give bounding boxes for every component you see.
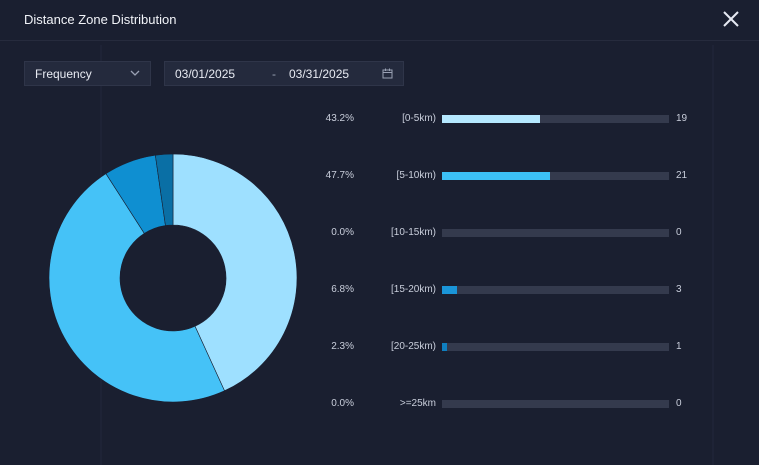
zone-count: 0	[676, 398, 682, 409]
zone-bar-track	[442, 229, 669, 237]
zone-count: 3	[676, 284, 682, 295]
date-range-picker[interactable]: 03/01/2025 - 03/31/2025	[164, 61, 404, 86]
zone-label: [15-20km)	[390, 284, 436, 295]
zone-bar-track	[442, 400, 669, 408]
percentage-label: 43.2%	[325, 113, 354, 124]
zone-label: >=25km	[399, 398, 436, 409]
end-date[interactable]: 03/31/2025	[289, 67, 350, 81]
percentage-label: 2.3%	[331, 341, 354, 352]
metric-select-value: Frequency	[35, 66, 92, 81]
donut-slice[interactable]	[155, 153, 174, 226]
zone-count: 1	[676, 341, 682, 352]
zone-bar-track	[442, 343, 669, 351]
calendar-icon	[382, 68, 393, 79]
zone-bar-track	[442, 286, 669, 294]
distance-donut-chart	[48, 153, 298, 403]
zone-bar-track	[442, 172, 669, 180]
start-date[interactable]: 03/01/2025	[175, 67, 236, 81]
zone-label: [10-15km)	[390, 227, 436, 238]
zone-bar-fill	[442, 172, 551, 180]
zone-bar-fill	[442, 286, 458, 294]
chevron-down-icon	[130, 70, 140, 76]
zone-bar-fill	[442, 343, 448, 351]
zone-label: [20-25km)	[390, 341, 436, 352]
percentage-label: 6.8%	[331, 284, 354, 295]
percentage-label: 47.7%	[325, 170, 354, 181]
percentage-label: 0.0%	[331, 227, 354, 238]
zone-label: [5-10km)	[396, 170, 436, 181]
metric-select[interactable]: Frequency	[24, 61, 151, 86]
zone-count: 21	[676, 170, 688, 181]
dialog-title: Distance Zone Distribution	[24, 12, 177, 27]
donut-slice[interactable]	[48, 173, 225, 403]
percentage-label: 0.0%	[331, 398, 354, 409]
zone-count: 19	[676, 113, 688, 124]
zone-bar-track	[442, 115, 669, 123]
zone-bar-fill	[442, 115, 541, 123]
date-separator: -	[272, 67, 276, 81]
dialog-header: Distance Zone Distribution	[0, 0, 759, 41]
background-panel	[712, 45, 714, 465]
zone-label: [0-5km)	[402, 113, 436, 124]
close-icon[interactable]	[721, 9, 741, 29]
zone-count: 0	[676, 227, 682, 238]
donut-slice[interactable]	[172, 153, 298, 392]
